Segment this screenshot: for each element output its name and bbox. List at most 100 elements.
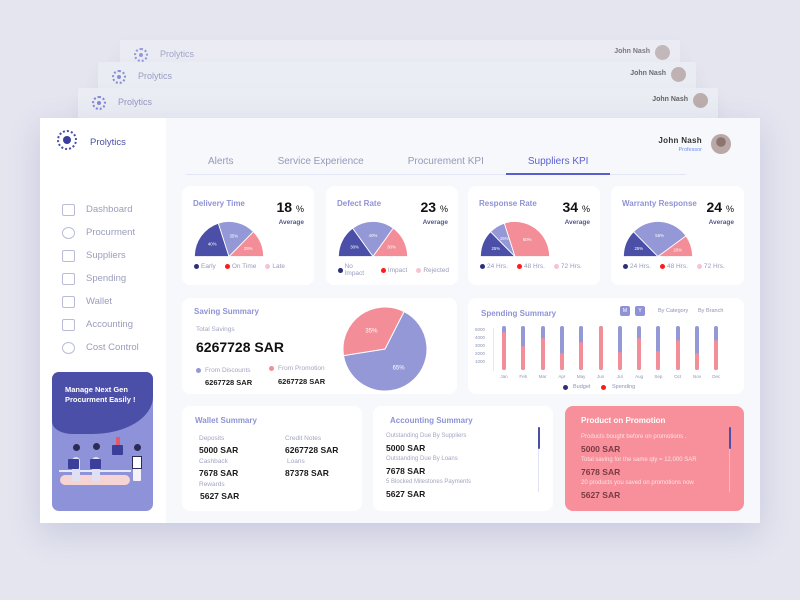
due-suppliers-label: Outstanding Due By Suppliers xyxy=(386,433,467,439)
dashboard-window: Prolytics Dashboard Procurment Suppliers… xyxy=(40,118,760,523)
month-toggle-button[interactable]: M xyxy=(620,306,630,316)
tab-service-experience[interactable]: Service Experience xyxy=(277,156,364,167)
svg-text:35%: 35% xyxy=(365,328,378,334)
dashboard-icon xyxy=(62,203,75,216)
sidebar-item-accounting[interactable]: Accounting xyxy=(62,313,139,336)
discounts-value: 6267728 SAR xyxy=(205,378,253,387)
bar[interactable] xyxy=(656,326,661,370)
semicircle-pie-chart: 25% 55% 20% xyxy=(623,221,693,258)
saving-summary-card: Saving Summary Total Savings 6267728 SAR… xyxy=(182,298,457,394)
sidebar-item-spending[interactable]: Spending xyxy=(62,267,139,290)
kpi-card: Delivery Time 18 % Average 40% 35% 25% Ear… xyxy=(182,186,314,285)
user-name: John Nash xyxy=(652,96,688,103)
bar[interactable] xyxy=(559,326,564,370)
svg-text:35%: 35% xyxy=(230,234,239,239)
card-title: Accounting Summary xyxy=(390,416,473,425)
svg-text:40%: 40% xyxy=(208,242,217,247)
bar[interactable] xyxy=(579,326,584,370)
legend-item: 48 Hrs. xyxy=(516,263,545,270)
chart-legend: 24 Hrs. 48 Hrs. 72 Hrs. xyxy=(623,263,734,270)
bar[interactable] xyxy=(540,326,545,370)
logo-icon xyxy=(134,48,148,62)
cashback-value: 7678 SAR xyxy=(199,468,239,478)
user-role: Professor xyxy=(678,147,702,153)
deposits-value: 5000 SAR xyxy=(199,445,239,455)
x-tick-label: Aug xyxy=(635,374,644,379)
legend-item: 24 Hrs. xyxy=(480,263,508,270)
spending-icon xyxy=(62,272,75,285)
y-tick-label: 5000 xyxy=(475,327,486,332)
chart-legend: 24 Hrs. 48 Hrs. 72 Hrs. xyxy=(480,263,591,270)
year-toggle-button[interactable]: Y xyxy=(635,306,645,316)
bar[interactable] xyxy=(598,326,603,370)
legend-item: Rejected xyxy=(416,263,449,277)
loans-value: 87378 SAR xyxy=(285,468,329,478)
spending-legend-dot xyxy=(601,385,606,390)
tab-alerts[interactable]: Alerts xyxy=(208,156,234,167)
card-title: Spending Summary xyxy=(481,309,557,318)
spending-summary-card: Spending Summary M Y By Category By Bran… xyxy=(468,298,744,394)
bar[interactable] xyxy=(617,326,622,370)
kpi-average-label: Average xyxy=(278,219,304,226)
rewards-label: Rewards xyxy=(199,481,225,488)
legend-item: 72 Hrs. xyxy=(553,263,582,270)
svg-text:20%: 20% xyxy=(673,247,682,252)
deposits-label: Deposits xyxy=(199,435,225,442)
accounting-summary-card: Accounting Summary Outstanding Due By Su… xyxy=(373,406,553,511)
scrollbar[interactable] xyxy=(728,427,731,492)
promotion-label: From Promotion xyxy=(278,365,325,372)
sidebar-item-procurment[interactable]: Procurment xyxy=(62,221,139,244)
promo-item-label: Products bought before on promotions . xyxy=(581,434,687,440)
product-promotion-card: Product on Promotion Products bought bef… xyxy=(565,406,744,511)
avatar xyxy=(655,45,670,60)
by-category-button[interactable]: By Category xyxy=(658,308,689,314)
y-tick-label: 2000 xyxy=(475,351,486,356)
spending-legend-label: Spending xyxy=(612,384,636,390)
sidebar-item-wallet[interactable]: Wallet xyxy=(62,290,139,313)
logo-icon xyxy=(112,70,126,84)
blocked-payments-value: 5627 SAR xyxy=(386,489,426,499)
bar[interactable] xyxy=(637,326,642,370)
x-tick-label: Mar xyxy=(538,374,547,379)
user-name: John Nash xyxy=(614,48,650,55)
scrollbar[interactable] xyxy=(537,427,540,492)
by-branch-button[interactable]: By Branch xyxy=(698,308,724,314)
tab-procurement-kpi[interactable]: Procurement KPI xyxy=(407,156,484,167)
card-title: Product on Promotion xyxy=(581,416,666,425)
legend-item: On Time xyxy=(224,263,256,270)
bar[interactable] xyxy=(521,326,526,370)
sidebar-item-label: Accounting xyxy=(86,319,134,330)
svg-text:65%: 65% xyxy=(393,366,406,372)
x-tick-label: Jul xyxy=(616,374,623,379)
sidebar-item-label: Procurment xyxy=(86,227,136,238)
sidebar-item-label: Dashboard xyxy=(86,204,133,215)
sidebar-item-dashboard[interactable]: Dashboard xyxy=(62,198,139,221)
tab-bar: Alerts Service Experience Procurement KP… xyxy=(186,156,686,175)
kpi-card: Defect Rate 23 % Average 30% 40% 30% No Im… xyxy=(326,186,458,285)
svg-text:60%: 60% xyxy=(523,237,532,242)
sidebar-item-suppliers[interactable]: Suppliers xyxy=(62,244,139,267)
kpi-average-label: Average xyxy=(564,219,590,226)
sidebar-item-cost-control[interactable]: Cost Control xyxy=(62,336,139,359)
avatar[interactable] xyxy=(711,134,731,154)
bar[interactable] xyxy=(695,326,699,370)
x-tick-label: Jun xyxy=(596,374,605,379)
logo-icon xyxy=(57,130,77,150)
bar[interactable] xyxy=(502,326,506,370)
promo-item-label: 20 products you saved on promotions now xyxy=(581,480,694,486)
bar[interactable] xyxy=(675,326,680,370)
sidebar-item-label: Suppliers xyxy=(86,250,126,261)
bar[interactable] xyxy=(714,326,719,370)
svg-text:25%: 25% xyxy=(635,246,644,251)
due-suppliers-value: 5000 SAR xyxy=(386,443,426,453)
x-tick-label: Dec xyxy=(712,374,721,379)
card-title: Warranty Response xyxy=(622,199,697,208)
wallet-summary-card: Wallet Summary Deposits 5000 SAR Credit … xyxy=(182,406,362,511)
y-tick-label: 1000 xyxy=(475,359,486,364)
due-loans-value: 7678 SAR xyxy=(386,466,426,476)
tab-suppliers-kpi[interactable]: Suppliers KPI xyxy=(505,156,611,175)
kpi-average-label: Average xyxy=(422,219,448,226)
gear-icon xyxy=(62,226,75,239)
promo-banner[interactable]: Manage Next Gen Procurment Easily ! xyxy=(52,372,153,511)
kpi-value: 34 % xyxy=(562,199,590,215)
